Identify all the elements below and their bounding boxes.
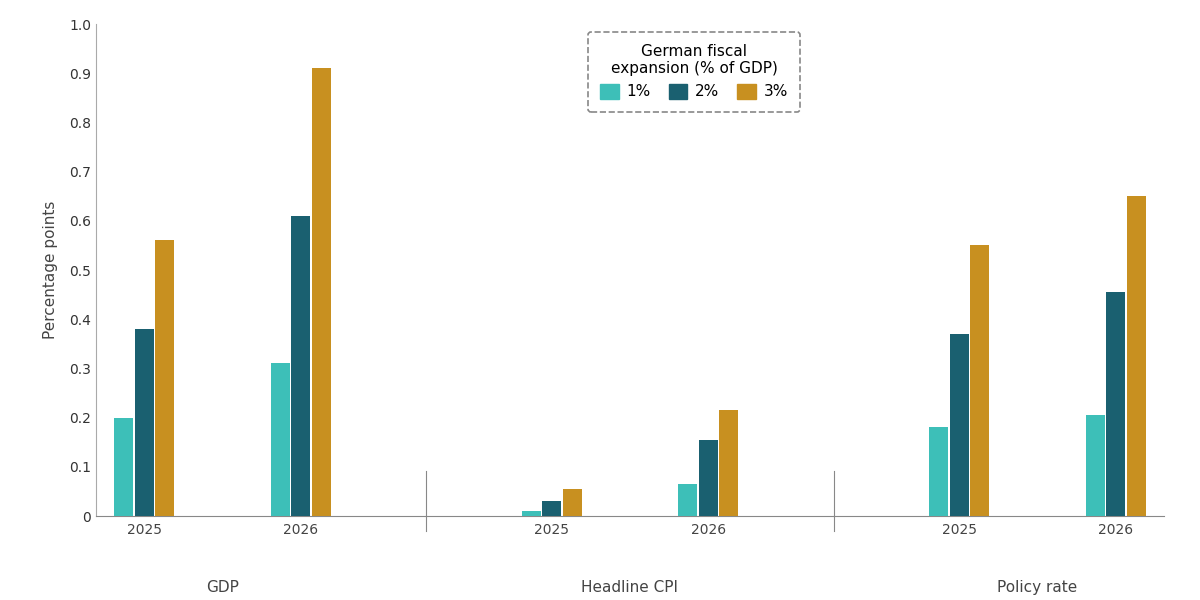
Bar bbox=[563, 489, 582, 516]
Bar bbox=[698, 440, 718, 516]
Bar bbox=[155, 241, 174, 516]
Bar bbox=[312, 68, 331, 516]
Bar bbox=[1106, 292, 1126, 516]
Bar bbox=[719, 410, 738, 516]
Text: GDP: GDP bbox=[206, 580, 239, 595]
Bar bbox=[292, 216, 310, 516]
Text: Policy rate: Policy rate bbox=[997, 580, 1078, 595]
Text: Headline CPI: Headline CPI bbox=[582, 580, 678, 595]
Bar bbox=[678, 484, 697, 516]
Y-axis label: Percentage points: Percentage points bbox=[43, 201, 58, 339]
Bar bbox=[1086, 415, 1105, 516]
Legend: 1%, 2%, 3%: 1%, 2%, 3% bbox=[588, 32, 800, 112]
Bar bbox=[1127, 196, 1146, 516]
Bar bbox=[114, 418, 133, 516]
Bar bbox=[542, 501, 562, 516]
Bar bbox=[134, 329, 154, 516]
Bar bbox=[929, 427, 948, 516]
Bar bbox=[522, 511, 541, 516]
Bar bbox=[950, 334, 968, 516]
Bar bbox=[971, 245, 990, 516]
Bar bbox=[270, 364, 289, 516]
